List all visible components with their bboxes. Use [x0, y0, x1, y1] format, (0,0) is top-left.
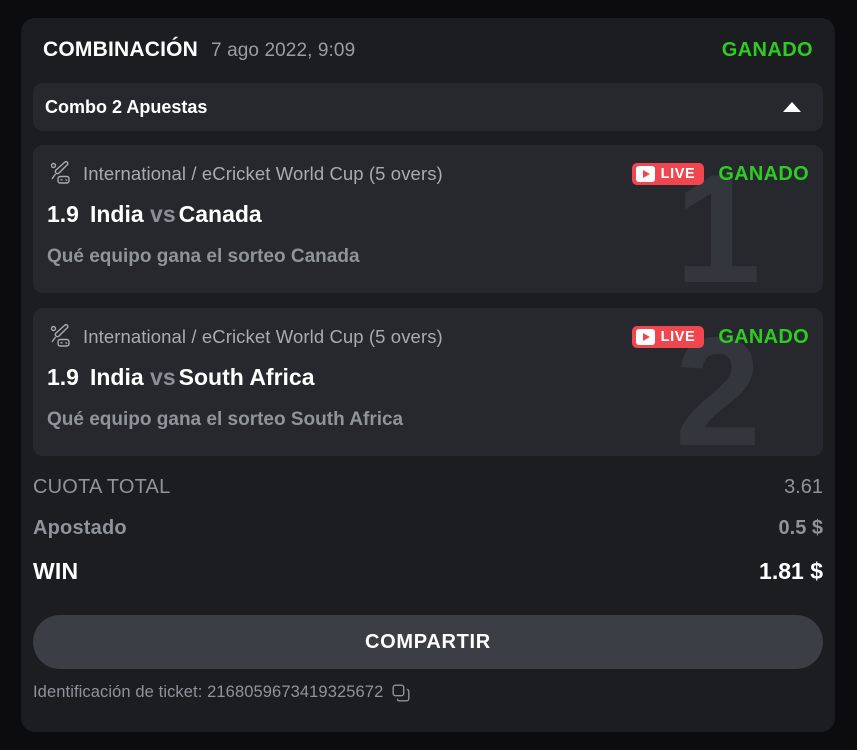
bet-list: 1 International / eCricket World Cup (5 … [33, 145, 823, 456]
bet-row[interactable]: 1 International / eCricket World Cup (5 … [33, 145, 823, 293]
bet-vs-label: vs [150, 364, 176, 390]
combo-label: Combo 2 Apuestas [45, 96, 208, 117]
ticket-id-text: Identificación de ticket: 21680596734193… [33, 683, 384, 701]
live-badge: LIVE [631, 163, 705, 185]
play-icon [635, 329, 655, 345]
share-button[interactable]: COMPARTIR [33, 615, 823, 669]
bet-market: Qué equipo gana el sorteo Canada [47, 246, 360, 267]
bet-odd: 1.9 [47, 364, 79, 390]
ticket-date: 7 ago 2022, 9:09 [211, 40, 356, 61]
bet-market: Qué equipo gana el sorteo South Africa [47, 409, 404, 430]
ticket-id-footer: Identificación de ticket: 21680596734193… [33, 683, 823, 702]
total-odds-label: CUOTA TOTAL [33, 476, 171, 498]
bet-away-team: South Africa [178, 364, 315, 390]
bet-header-right: LIVE GANADO [631, 325, 809, 349]
bet-header: International / eCricket World Cup (5 ov… [47, 161, 809, 187]
bet-home-team: India [89, 201, 144, 227]
bet-status-badge: GANADO [718, 162, 809, 185]
bet-away-team: Canada [178, 201, 262, 227]
win-label: WIN [33, 558, 79, 584]
bet-home-team: India [89, 364, 144, 390]
bet-odd: 1.9 [47, 201, 79, 227]
bet-match: 1.9 India vs Canada [47, 201, 809, 228]
copy-icon[interactable] [392, 684, 410, 702]
bet-vs-label: vs [150, 201, 176, 227]
live-badge: LIVE [631, 326, 705, 348]
win-value: 1.81 $ [759, 558, 823, 584]
bet-row[interactable]: 2 International / eCricket World Cup (5 … [33, 308, 823, 456]
stake-label: Apostado [33, 517, 127, 539]
bet-league: International / eCricket World Cup (5 ov… [83, 163, 443, 184]
live-label: LIVE [660, 166, 696, 182]
bet-match: 1.9 India vs South Africa [47, 364, 809, 391]
bet-header: International / eCricket World Cup (5 ov… [47, 324, 809, 350]
play-icon [635, 166, 655, 182]
status-badge: GANADO [721, 39, 813, 61]
bet-status-badge: GANADO [718, 325, 809, 348]
win-row: WIN 1.81 $ [33, 558, 823, 599]
live-label: LIVE [660, 329, 696, 345]
bet-header-right: LIVE GANADO [631, 162, 809, 186]
totals-section: CUOTA TOTAL 3.61 Apostado 0.5 $ WIN 1.81… [33, 476, 823, 599]
ticket-header: COMBINACIÓN 7 ago 2022, 9:09 GANADO [21, 18, 835, 80]
page-title: COMBINACIÓN [43, 38, 199, 61]
ecricket-icon [47, 324, 73, 350]
combo-toggle-bar[interactable]: Combo 2 Apuestas [33, 83, 823, 131]
bet-ticket-card: COMBINACIÓN 7 ago 2022, 9:09 GANADO Comb… [21, 18, 835, 732]
stake-value: 0.5 $ [778, 517, 823, 539]
total-odds-row: CUOTA TOTAL 3.61 [33, 476, 823, 517]
ecricket-icon [47, 161, 73, 187]
total-odds-value: 3.61 [784, 476, 823, 498]
bet-league: International / eCricket World Cup (5 ov… [83, 326, 443, 347]
chevron-up-icon[interactable] [783, 102, 801, 112]
stake-row: Apostado 0.5 $ [33, 517, 823, 558]
